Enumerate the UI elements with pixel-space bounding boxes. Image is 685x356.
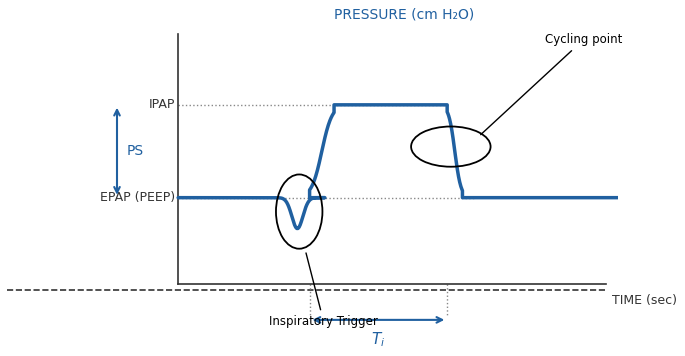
Text: IPAP: IPAP: [149, 98, 175, 111]
Text: Inspiratory Trigger: Inspiratory Trigger: [269, 253, 378, 328]
Text: EPAP (PEEP): EPAP (PEEP): [100, 191, 175, 204]
Text: TIME (sec): TIME (sec): [612, 294, 677, 307]
Text: PRESSURE (cm H₂O): PRESSURE (cm H₂O): [334, 7, 475, 21]
Text: $T_i$: $T_i$: [371, 331, 386, 349]
Text: PS: PS: [126, 144, 143, 158]
Text: Cycling point: Cycling point: [481, 33, 623, 135]
